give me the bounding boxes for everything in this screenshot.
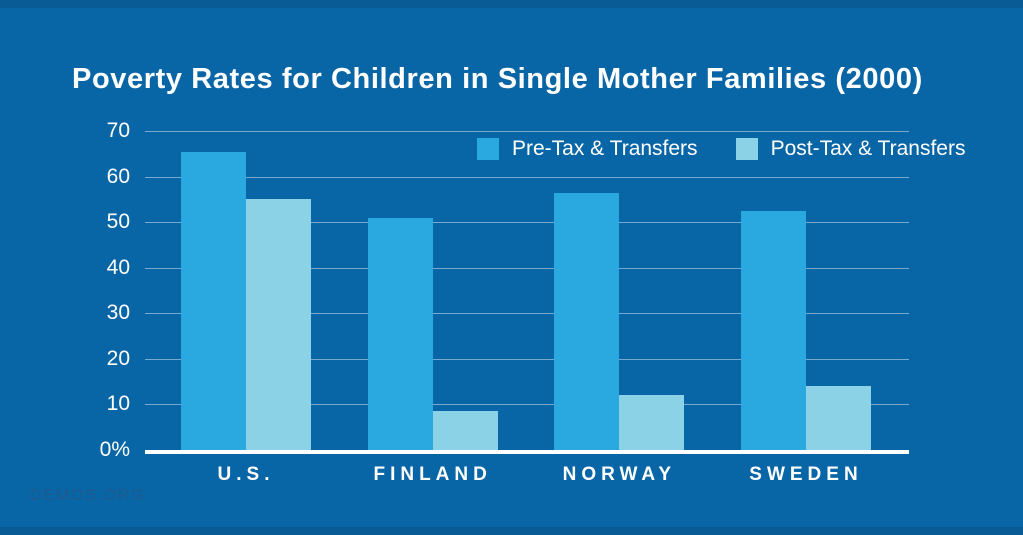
gridline-30 xyxy=(145,313,909,315)
gridline-40 xyxy=(145,267,909,269)
y-tick-label-40: 40 xyxy=(106,255,130,279)
x-axis-label-finland: FINLAND xyxy=(373,464,492,485)
bar-post-tax-sweden xyxy=(805,386,871,450)
legend-label-post-tax: Post-Tax & Transfers xyxy=(770,137,966,160)
gridline-60 xyxy=(145,176,909,178)
bar-post-tax-norway xyxy=(619,395,685,450)
bar-pre-tax-us xyxy=(181,151,246,450)
bottom-edge-strip xyxy=(0,527,1023,535)
bar-groups: U.S. FINLAND NORWAY SWEDEN xyxy=(145,131,909,485)
bar-pre-tax-norway xyxy=(554,192,620,450)
y-tick-label-50: 50 xyxy=(106,210,130,234)
x-axis-label-us: U.S. xyxy=(217,464,275,485)
bar-group-us: U.S. xyxy=(181,131,311,485)
y-tick-label-10: 10 xyxy=(106,392,130,416)
top-edge-strip xyxy=(0,0,1023,8)
brand-footer: DEMOS.ORG xyxy=(30,487,146,504)
bar-group-finland: FINLAND xyxy=(367,131,498,485)
bar-group-sweden: SWEDEN xyxy=(740,131,871,485)
y-tick-label-70: 70 xyxy=(106,119,130,142)
bar-group-norway: NORWAY xyxy=(554,131,685,485)
gridline-20 xyxy=(145,358,909,360)
y-tick-label-20: 20 xyxy=(106,346,130,370)
x-axis-label-norway: NORWAY xyxy=(562,464,677,485)
pre-tax-swatch-icon xyxy=(477,138,499,160)
y-tick-label-60: 60 xyxy=(106,164,130,188)
legend-item-pre-tax: Pre-Tax & Transfers xyxy=(477,137,698,161)
gridline-70 xyxy=(145,131,909,132)
gridline-10 xyxy=(145,404,909,406)
chart-title: Poverty Rates for Children in Single Mot… xyxy=(72,63,923,96)
gridline-50 xyxy=(145,222,909,224)
bar-pre-tax-sweden xyxy=(740,210,806,450)
plot-area: 70 60 50 40 30 20 10 0% U.S. FINLAND NORWAY SWEDEN… xyxy=(100,120,966,485)
bar-post-tax-finland xyxy=(432,411,498,450)
x-axis-label-sweden: SWEDEN xyxy=(749,464,863,485)
post-tax-swatch-icon xyxy=(735,138,758,160)
legend-item-post-tax: Post-Tax & Transfers xyxy=(735,137,966,161)
bar-pre-tax-finland xyxy=(367,217,433,450)
y-tick-label-0: 0% xyxy=(99,438,130,461)
y-tick-label-30: 30 xyxy=(106,301,130,325)
legend: Pre-Tax & Transfers Post-Tax & Transfers xyxy=(477,137,965,161)
legend-label-pre-tax: Pre-Tax & Transfers xyxy=(512,137,698,160)
bar-post-tax-us xyxy=(246,199,311,450)
